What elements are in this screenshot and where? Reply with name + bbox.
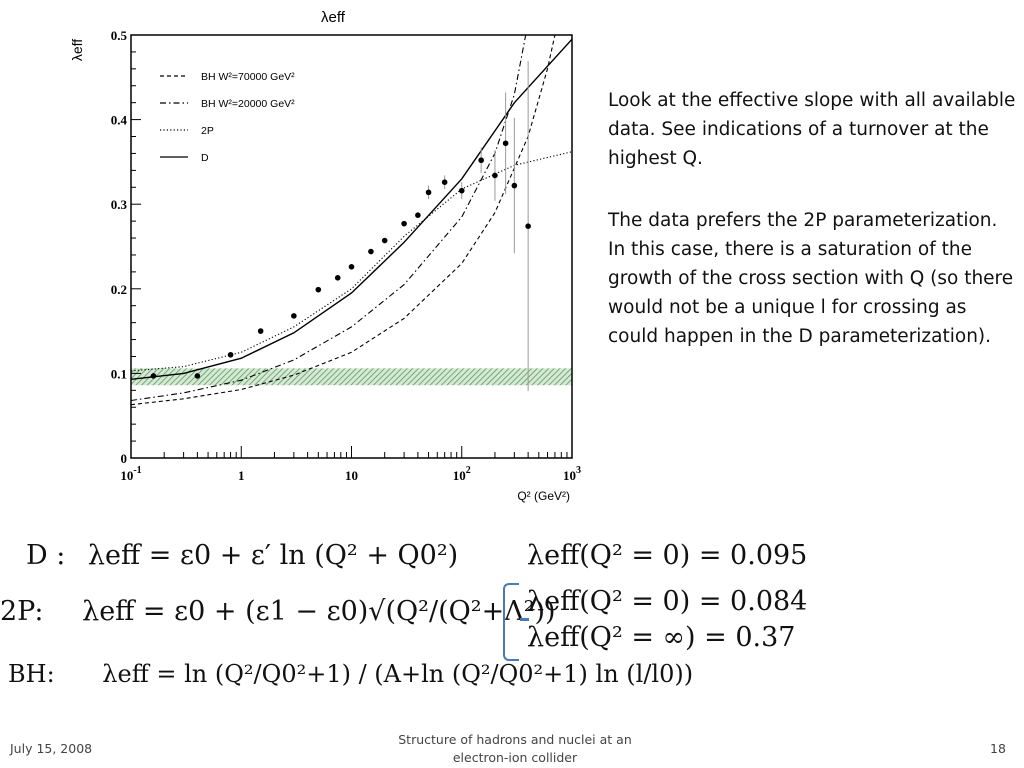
paragraph-turnover: Look at the effective slope with all ava… <box>608 90 1016 169</box>
equation-bh-label: BH: <box>8 660 55 688</box>
legend-label: 2P <box>201 125 214 137</box>
data-point <box>257 328 264 334</box>
y-tick-label: 0.4 <box>111 113 128 128</box>
paragraph-2p-preference: The data prefers the 2P parameterization… <box>608 210 1014 347</box>
x-tick-label: 103 <box>563 465 581 483</box>
x-tick-label: 10-1 <box>120 465 141 483</box>
data-point <box>315 286 322 293</box>
data-point <box>291 313 297 319</box>
y-tick-label: 0.1 <box>111 366 127 381</box>
x-tick-label: 1 <box>238 468 245 483</box>
equation-2p-formula: λeff = ε0 + (ε1 − ε0)√(Q²/(Q²+Λ²)) <box>82 596 556 627</box>
y-tick-label: 0.2 <box>111 282 127 297</box>
data-point <box>401 220 407 227</box>
footer-title: Structure of hadrons and nuclei at an el… <box>398 732 632 765</box>
data-point <box>511 182 518 189</box>
series-line-0 <box>131 35 556 406</box>
data-point <box>368 248 374 255</box>
lambda-eff-chart: 0 0.1 0.2 0.3 0.4 0.5 10-1 1 10 102 103 BH W²=7000… <box>69 9 581 503</box>
data-point <box>334 275 341 281</box>
equation-2p-result-infinity: λeff(Q² = ∞) = 0.37 <box>527 622 796 653</box>
series-line-1 <box>131 35 527 402</box>
equation-2p-result-zero: λeff(Q² = 0) = 0.084 <box>527 586 808 617</box>
legend-label: BH W²=20000 GeV² <box>201 98 295 110</box>
y-axis-label: λeff <box>69 39 85 61</box>
legend-label: D <box>201 152 209 164</box>
data-point <box>381 237 388 244</box>
equation-bh: BH: λeff = ln (Q²/Q0²+1) / (A+ln (Q²/Q0²… <box>8 660 693 688</box>
series-line-2 <box>131 151 572 372</box>
data-point <box>415 212 421 218</box>
equation-2p: 2P: λeff = ε0 + (ε1 − ε0)√(Q²/(Q²+Λ²)) <box>0 596 556 627</box>
equation-d-formula: λeff = ε0 + ε′ ln (Q² + Q0²) <box>87 540 459 571</box>
legend-label: BH W²=70000 GeV² <box>201 71 295 83</box>
equation-d: D : λeff = ε0 + ε′ ln (Q² + Q0²) <box>26 540 458 571</box>
x-tick-label: 102 <box>453 465 471 483</box>
footer-page-number: 18 <box>990 741 1006 756</box>
data-point <box>478 157 484 164</box>
equation-bh-formula: λeff = ln (Q²/Q0²+1) / (A+ln (Q²/Q0²+1) … <box>102 660 694 688</box>
x-axis-label: Q² (GeV²) <box>517 489 570 503</box>
data-point <box>348 264 355 270</box>
data-point <box>458 187 465 194</box>
data-point <box>150 373 157 379</box>
data-point <box>194 373 201 379</box>
series-line-3 <box>131 38 572 380</box>
equation-2p-label: 2P: <box>0 596 44 627</box>
y-tick-label: 0.5 <box>111 28 128 43</box>
equation-d-label: D : <box>26 540 66 571</box>
bracket-2p <box>503 583 529 661</box>
data-point <box>502 140 509 147</box>
y-tick-label: 0.3 <box>111 197 128 212</box>
data-point <box>492 172 498 179</box>
footer-date: July 15, 2008 <box>10 741 93 756</box>
equation-d-result: λeff(Q² = 0) = 0.095 <box>527 540 808 571</box>
data-point <box>441 179 448 186</box>
lambda-band <box>131 368 572 386</box>
data-point <box>227 351 234 358</box>
chart-title: λeff <box>321 9 346 26</box>
y-tick-label: 0 <box>121 451 128 466</box>
data-point <box>425 189 432 196</box>
data-point <box>525 223 531 229</box>
x-tick-label: 10 <box>345 468 358 483</box>
